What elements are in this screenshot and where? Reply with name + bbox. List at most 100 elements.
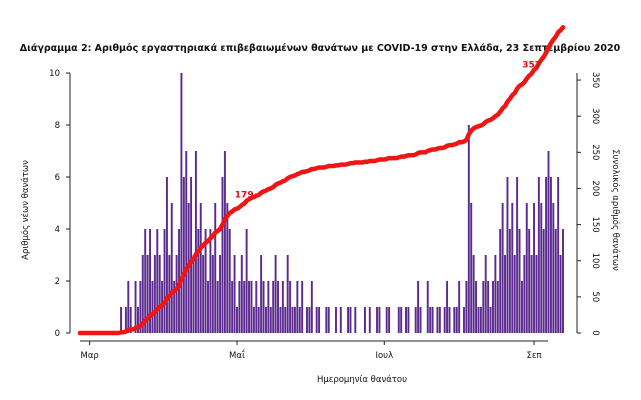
bar — [417, 281, 420, 333]
bar — [277, 281, 279, 333]
bar — [419, 307, 422, 333]
bar — [180, 73, 183, 333]
bar — [557, 177, 560, 333]
bar — [535, 255, 538, 333]
bar — [250, 281, 253, 333]
bar — [426, 281, 429, 333]
bar — [397, 307, 400, 333]
y2-tick-label: 0 — [590, 330, 600, 335]
bar — [170, 203, 173, 333]
bar — [516, 177, 519, 333]
bar — [414, 307, 417, 333]
bar — [310, 281, 313, 333]
y2-tick-label: 250 — [590, 144, 600, 160]
bar — [165, 177, 168, 333]
bar — [453, 307, 456, 333]
cumulative-label: 357 — [522, 61, 541, 71]
y2-tick-label: 150 — [590, 216, 600, 232]
bar — [463, 307, 465, 333]
cumulative-labels: 179 357 — [235, 61, 541, 201]
bar — [245, 229, 248, 333]
bar — [339, 307, 342, 333]
bar — [448, 307, 451, 333]
bar — [364, 307, 366, 333]
plot-area: 179 357 — [77, 25, 566, 336]
bar — [472, 255, 475, 333]
bar — [496, 281, 499, 333]
bar — [248, 281, 251, 333]
cumulative-label: 179 — [235, 191, 254, 201]
bar — [484, 255, 487, 333]
bar — [223, 151, 226, 333]
bar — [347, 307, 350, 333]
bar — [547, 151, 550, 333]
bar — [221, 177, 224, 333]
bar — [325, 307, 328, 333]
y-tick-label: 6 — [55, 173, 60, 183]
bar — [537, 177, 540, 333]
bar — [376, 307, 379, 333]
bar — [506, 177, 509, 333]
bar — [455, 307, 458, 333]
bar — [378, 307, 381, 333]
bar — [520, 281, 523, 333]
bar — [120, 307, 123, 333]
y-axis-label: Αριθμός νέων θανάτων — [20, 160, 31, 260]
y2-tick-label: 100 — [590, 253, 600, 269]
bar — [465, 281, 468, 333]
bar — [508, 229, 511, 333]
bar — [269, 307, 272, 333]
bar — [354, 307, 357, 333]
bar — [272, 281, 275, 333]
bar — [209, 229, 212, 333]
bar — [231, 281, 234, 333]
bar — [158, 255, 161, 333]
bar — [199, 203, 202, 333]
chart-title: Διάγραμμα 2: Αριθμός εργαστηριακά επιβεβ… — [20, 43, 621, 54]
bar — [281, 281, 284, 333]
bar — [175, 255, 178, 333]
bar — [489, 307, 492, 333]
y-ticks-right: 0 50 100 150 200 250 300 350 — [577, 72, 600, 336]
bar — [504, 255, 506, 333]
bar — [308, 307, 311, 333]
bar — [388, 307, 391, 333]
bar — [194, 151, 197, 333]
y-tick-label: 4 — [55, 225, 60, 235]
y-tick-label: 2 — [55, 277, 60, 287]
bar — [315, 307, 318, 333]
bar — [129, 307, 132, 333]
bar — [139, 281, 142, 333]
bar — [458, 281, 461, 333]
x-axis-label: Ημερομηνία θανάτου — [317, 375, 407, 385]
bar — [511, 203, 514, 333]
bar — [238, 281, 241, 333]
y2-tick-label: 350 — [590, 72, 600, 88]
bar — [298, 307, 301, 333]
bar — [327, 307, 330, 333]
x-ticks: Μαρ Μαΐ Ιουλ Σεπ — [80, 341, 542, 361]
bar — [156, 229, 159, 333]
x-tick-label: Μαρ — [80, 351, 98, 361]
bar — [479, 307, 482, 333]
bar — [197, 229, 200, 333]
bar — [559, 255, 562, 333]
y-tick-label: 10 — [49, 69, 60, 79]
bar — [518, 229, 521, 333]
bar — [153, 255, 156, 333]
bar — [149, 229, 151, 333]
bar — [513, 255, 516, 333]
bar — [470, 203, 473, 333]
bar — [306, 307, 308, 333]
bar — [127, 281, 130, 333]
bar — [257, 307, 260, 333]
bar — [475, 281, 478, 333]
y2-tick-label: 200 — [590, 180, 600, 196]
bar — [182, 177, 185, 333]
bar — [173, 281, 176, 333]
bar — [467, 125, 470, 333]
bar — [204, 229, 207, 333]
bar — [407, 307, 410, 333]
bar — [228, 229, 231, 333]
